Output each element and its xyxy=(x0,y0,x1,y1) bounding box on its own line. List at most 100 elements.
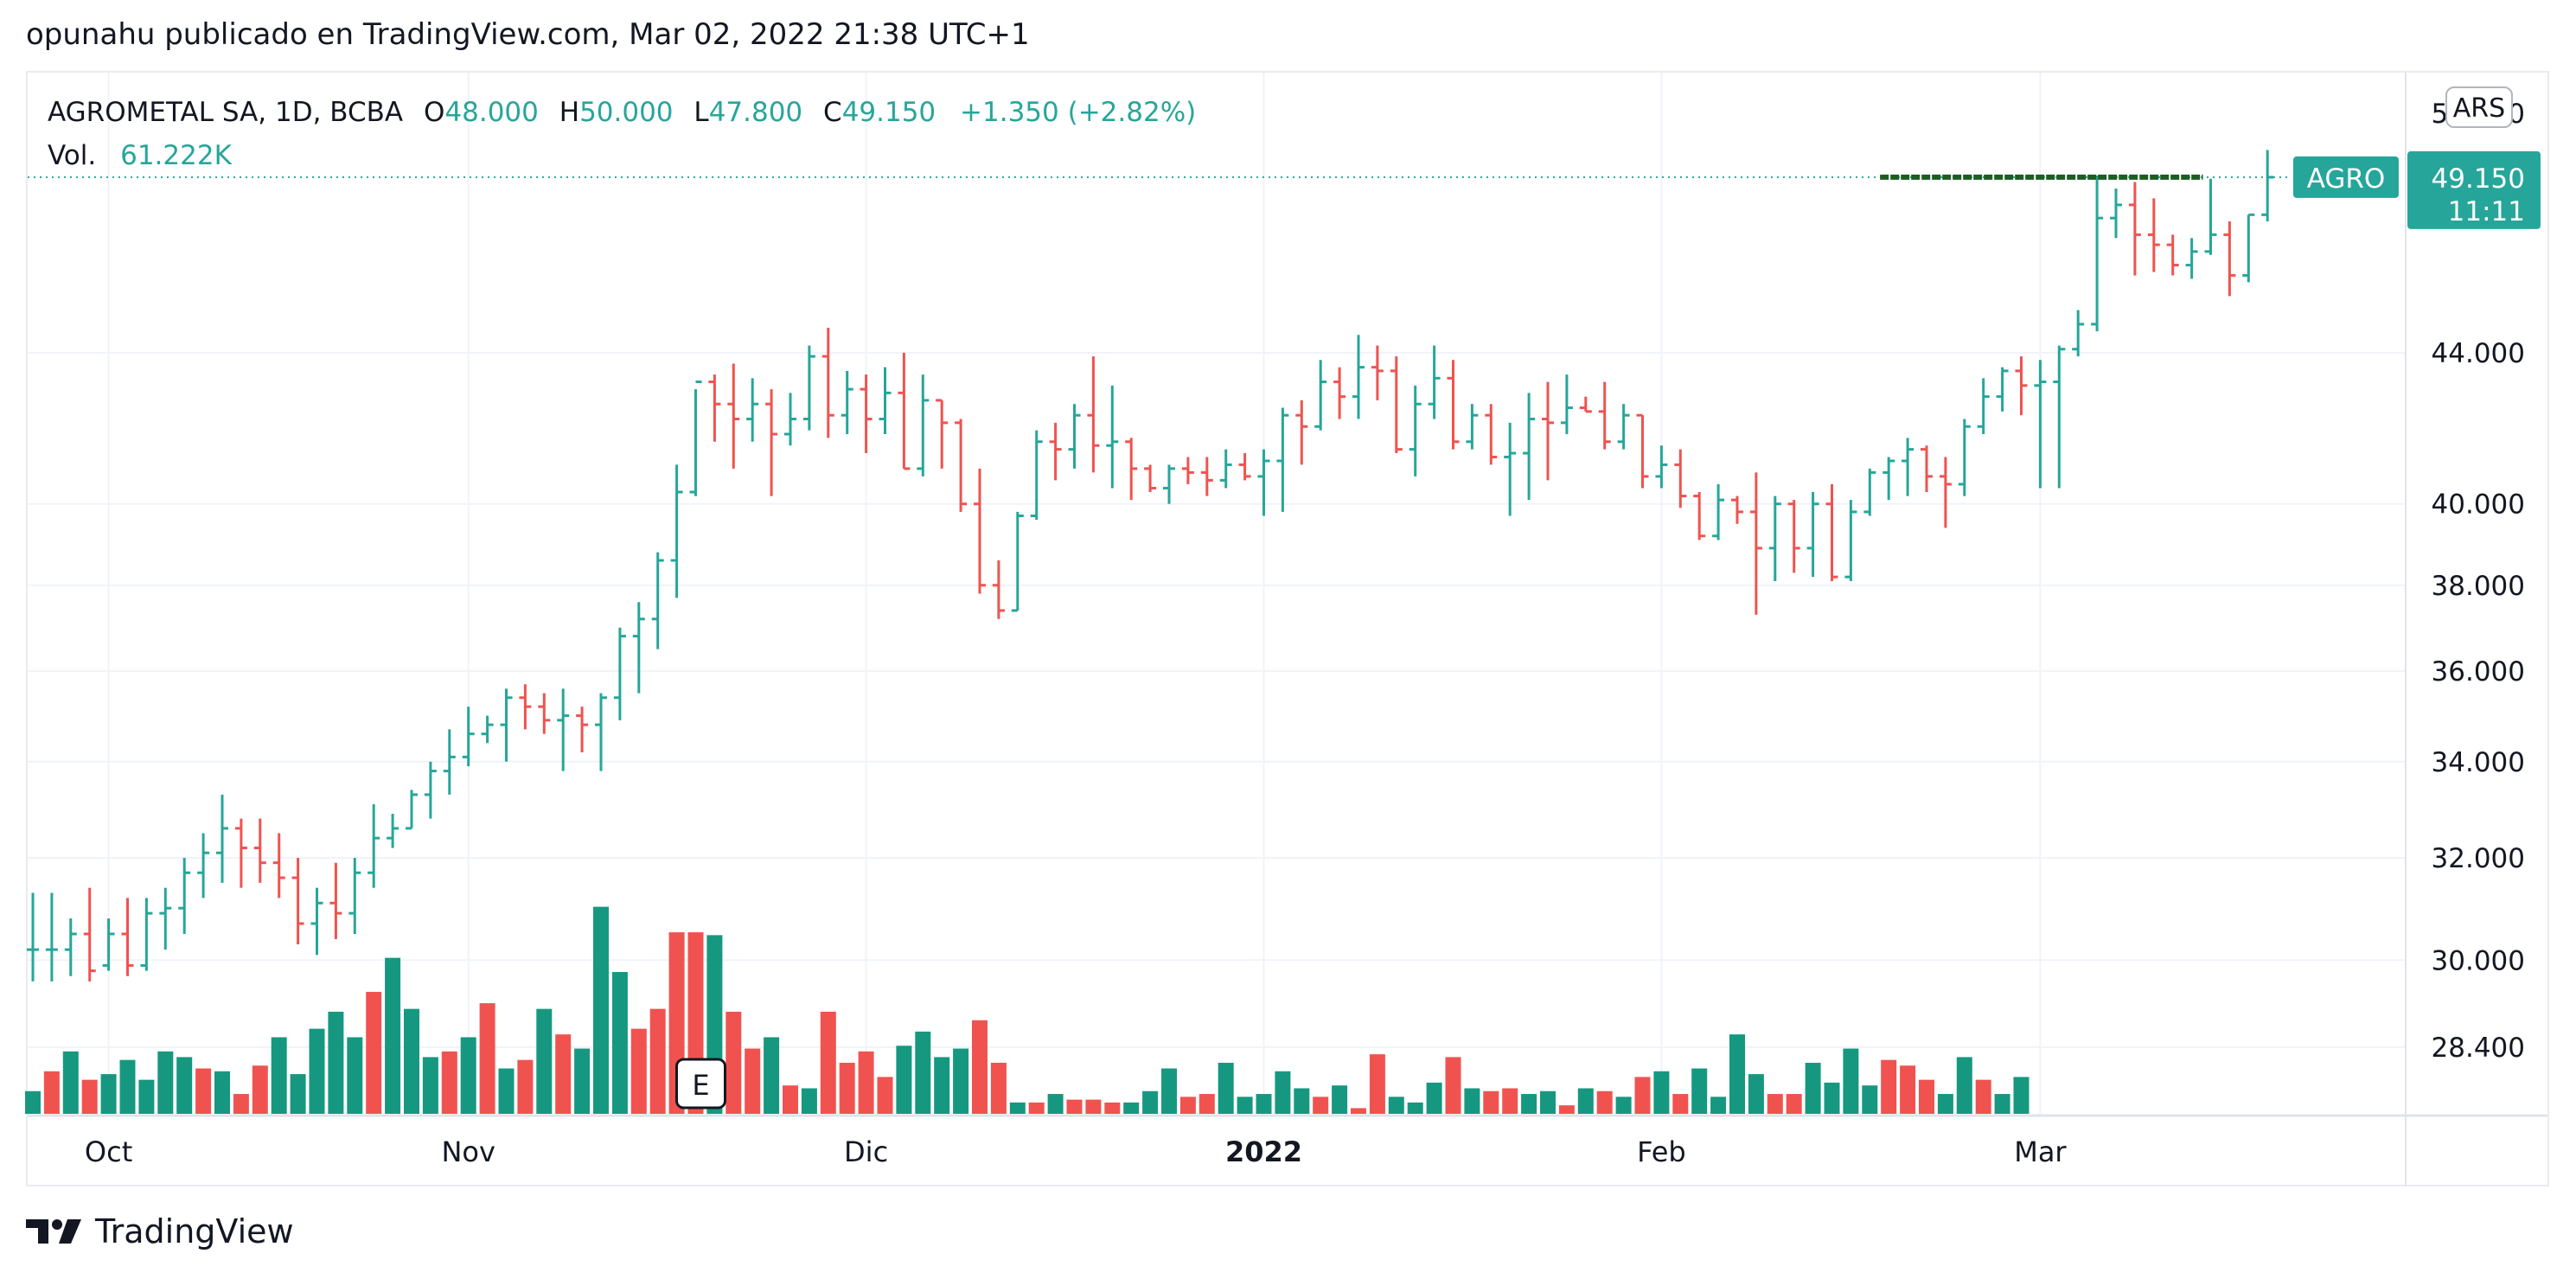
y-tick-label: 34.000 xyxy=(2432,747,2525,778)
volume-bar xyxy=(1047,1094,1064,1114)
ohlc-bar xyxy=(1371,345,1384,400)
ohlc-bar xyxy=(879,367,892,434)
volume-bar xyxy=(1558,1105,1575,1114)
volume-bar xyxy=(195,1068,212,1114)
ohlc-bar xyxy=(64,918,77,976)
ohlc-bar xyxy=(1447,360,1460,450)
ohlc-bar xyxy=(917,374,930,476)
symbol-label[interactable]: AGROMETAL SA, 1D, BCBA xyxy=(48,97,404,128)
ohlc-bar xyxy=(1787,500,1800,573)
ohlc-bar xyxy=(1181,457,1194,484)
volume-bar xyxy=(1275,1071,1291,1114)
ohlc-bar xyxy=(253,818,266,883)
close-value: 49.150 xyxy=(841,97,936,128)
ohlc-bar xyxy=(992,560,1005,619)
ohlc-bar xyxy=(2166,234,2179,276)
ohlc-bar xyxy=(898,352,911,470)
ohlc-bar xyxy=(2015,356,2028,416)
x-tick-label: 2022 xyxy=(1225,1135,1302,1168)
volume-bar xyxy=(1843,1048,1859,1114)
volume-bar xyxy=(630,1028,647,1114)
last-price-box xyxy=(2407,150,2541,229)
ohlc-bar xyxy=(1693,492,1706,540)
ohlc-bar xyxy=(632,602,645,694)
ohlc-bar xyxy=(1295,400,1308,465)
ohlc-bar xyxy=(802,345,815,431)
ohlc-bar xyxy=(1939,457,1952,528)
volume-bar xyxy=(745,1048,761,1114)
volume-bar xyxy=(1691,1068,1708,1114)
volume-bar xyxy=(1994,1094,2010,1114)
ohlc-bar xyxy=(1731,496,1743,524)
volume-bar xyxy=(839,1062,855,1114)
ohlc-bar xyxy=(1674,449,1687,508)
volume-bar xyxy=(1066,1099,1083,1114)
volume-bar xyxy=(1502,1088,1518,1114)
volume-bar xyxy=(43,1071,60,1114)
ohlc-bar xyxy=(1030,430,1043,521)
currency-button[interactable]: ARS xyxy=(2445,86,2513,128)
tradingview-logo[interactable]: TradingView xyxy=(26,1212,294,1250)
ohlc-bar xyxy=(670,464,683,598)
volume-bar xyxy=(574,1048,591,1114)
volume-bar xyxy=(1218,1062,1234,1114)
high-label: H xyxy=(559,97,580,128)
ohlc-bar xyxy=(140,898,153,971)
ohlc-bar xyxy=(1825,483,1838,581)
volume-bar xyxy=(441,1051,457,1114)
ohlc-bar xyxy=(1352,335,1365,419)
ohlc-bar xyxy=(1598,381,1611,450)
ohlc-bar xyxy=(1523,393,1536,501)
volume-bar xyxy=(1085,1099,1102,1114)
volume-bar xyxy=(1256,1094,1272,1114)
volume-bar xyxy=(858,1051,874,1114)
ohlc-bar xyxy=(1068,404,1081,469)
ohlc-bar xyxy=(1768,496,1781,581)
volume-bar xyxy=(1596,1090,1613,1114)
ohlc-bar xyxy=(1882,457,1895,501)
volume-bar xyxy=(1237,1097,1253,1114)
volume-bar xyxy=(460,1037,476,1114)
ohlc-bar xyxy=(387,814,400,848)
ohlc-bar xyxy=(595,693,607,771)
ohlc-bar xyxy=(178,857,191,934)
volume-bar xyxy=(1294,1088,1310,1114)
volume-bar xyxy=(1142,1090,1159,1114)
ohlc-bar xyxy=(500,688,513,762)
open-value: 48.000 xyxy=(444,97,539,128)
volume-bar xyxy=(138,1079,155,1114)
ohlc-bar xyxy=(2072,310,2085,357)
volume-bar xyxy=(896,1046,912,1114)
last-price-label: 49.150 xyxy=(2432,163,2525,195)
volume-bar xyxy=(764,1037,780,1114)
ohlc-bar xyxy=(576,707,589,753)
volume-bar xyxy=(801,1088,817,1114)
volume-bar xyxy=(1313,1097,1329,1114)
volume-bar xyxy=(1767,1094,1783,1114)
volume-bar xyxy=(100,1074,117,1114)
close-label: C xyxy=(823,97,842,128)
volume-bar xyxy=(1900,1065,1916,1114)
chart-frame[interactable] xyxy=(26,71,2549,1186)
ohlc-bar xyxy=(2091,176,2104,332)
volume-bar xyxy=(347,1037,363,1114)
ohlc-bar xyxy=(45,892,58,982)
volume-bar xyxy=(1445,1057,1461,1114)
y-tick-label: 32.000 xyxy=(2432,843,2525,874)
y-tick-label: 28.400 xyxy=(2432,1033,2525,1064)
ohlc-bar xyxy=(159,887,172,950)
volume-bar xyxy=(62,1051,79,1114)
x-tick-label: Nov xyxy=(441,1135,495,1168)
ohlc-bar xyxy=(841,370,853,434)
ohlc-bar xyxy=(1125,438,1138,501)
volume-bar xyxy=(953,1048,969,1114)
ohlc-bar xyxy=(2110,189,2122,239)
volume-bar xyxy=(725,1011,742,1114)
ohlc-bar xyxy=(2223,221,2236,297)
ohlc-bar xyxy=(936,399,949,469)
volume-bar xyxy=(1483,1090,1499,1114)
ohlc-bar xyxy=(2204,178,2217,255)
volume-bar xyxy=(783,1085,798,1114)
ohlc-bar xyxy=(1712,483,1725,540)
